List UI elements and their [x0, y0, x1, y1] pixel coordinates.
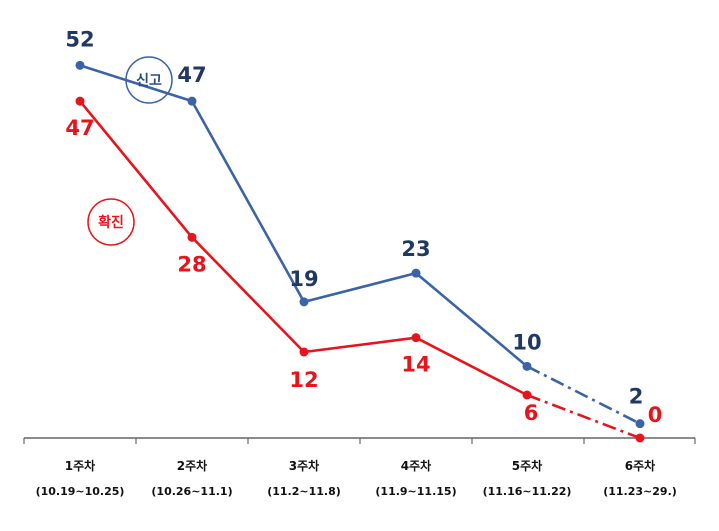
data-label: 6 [524, 401, 539, 425]
series-line-report [79, 64, 528, 368]
data-point [75, 60, 85, 70]
data-label: 0 [648, 403, 663, 427]
x-tick-label-week: 2주차 [177, 458, 207, 473]
legend-report-label: 신고 [136, 73, 162, 89]
data-label: 14 [401, 353, 430, 377]
data-labels: 52 47 19 23 10 2 47 28 12 14 6 0 [65, 27, 662, 427]
series-lines [78, 64, 641, 440]
data-point [635, 419, 645, 429]
data-point [187, 232, 197, 242]
data-label: 23 [401, 237, 430, 261]
data-point [299, 347, 309, 357]
x-tick-label-range: (11.2~11.8) [267, 485, 341, 498]
x-tick-label-week: 3주차 [289, 458, 319, 473]
x-tick-label-range: (11.23~29.) [603, 485, 677, 498]
data-point [411, 268, 421, 278]
x-tick-label-week: 5주차 [512, 458, 542, 473]
data-label: 12 [289, 368, 318, 392]
x-tick-label-range: (10.26~11.1) [151, 485, 232, 498]
x-tick-label-week: 4주차 [401, 458, 431, 473]
data-point [522, 361, 532, 371]
data-label: 10 [512, 330, 541, 354]
legend-confirmed-label: 확진 [98, 214, 124, 231]
legend-report: 신고 [125, 56, 173, 104]
x-tick-label-range: (11.9~11.15) [375, 485, 456, 498]
data-point [522, 390, 532, 400]
series-points [75, 60, 645, 443]
series-line-projection [526, 393, 641, 440]
series-line-projection [526, 365, 641, 425]
x-tick-label-week: 6주차 [625, 458, 655, 473]
x-tick-label-week: 1주차 [65, 458, 95, 473]
data-label: 47 [177, 63, 206, 87]
x-tick-label-range: (10.19~10.25) [36, 485, 125, 498]
x-tick-label-range: (11.16~11.22) [483, 485, 572, 498]
data-point [299, 297, 309, 307]
legend-confirmed-circle [87, 198, 135, 246]
data-label: 47 [65, 116, 94, 140]
legend-report-circle [125, 56, 173, 104]
x-axis-ticks [23, 438, 696, 444]
data-label: 52 [65, 27, 94, 51]
data-point [635, 433, 645, 443]
data-label: 28 [177, 252, 206, 276]
x-tick-labels: 1주차 (10.19~10.25) 2주차 (10.26~11.1) 3주차 (11.2~… [36, 458, 677, 498]
data-point [411, 333, 421, 343]
data-point [75, 96, 85, 106]
data-label: 2 [629, 385, 644, 409]
data-point [187, 96, 197, 106]
data-label: 19 [289, 267, 318, 291]
legend-confirmed: 확진 [87, 198, 135, 246]
